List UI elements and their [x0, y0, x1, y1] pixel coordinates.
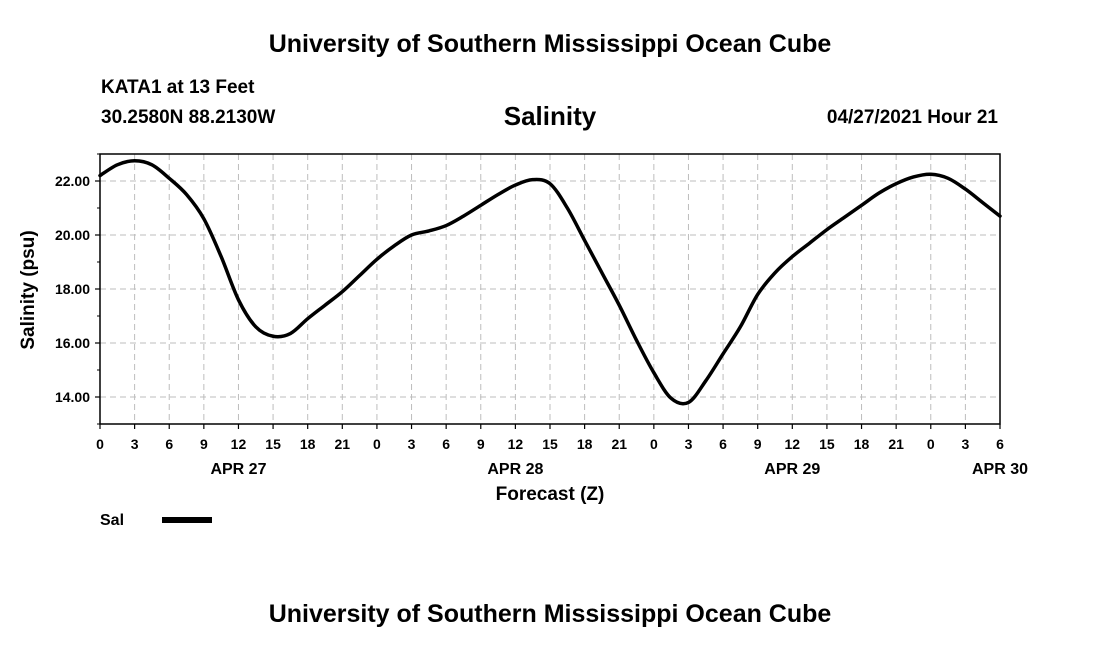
x-tick-label: 9	[754, 436, 762, 452]
plot-frame	[99, 153, 1001, 425]
date-labels: APR 27 APR 28 APR 29 APR 30	[210, 461, 1028, 478]
x-tick-label: 3	[685, 436, 693, 452]
axis-ticks	[95, 153, 1001, 429]
x-tick-label: 3	[408, 436, 416, 452]
x-tick-label: 3	[961, 436, 969, 452]
page-title: University of Southern Mississippi Ocean…	[268, 30, 832, 58]
y-tick-label: 18.00	[55, 281, 90, 297]
y-tick-label: 22.00	[55, 173, 90, 189]
date-label: APR 28	[487, 461, 543, 478]
x-tick-label: 0	[650, 436, 658, 452]
x-tick-label: 3	[131, 436, 139, 452]
x-tick-label: 9	[200, 436, 208, 452]
x-tick-label: 21	[888, 436, 904, 452]
x-tick-label: 6	[165, 436, 173, 452]
x-tick-label: 0	[96, 436, 104, 452]
x-tick-label: 21	[335, 436, 351, 452]
x-tick-label: 18	[577, 436, 593, 452]
x-tick-label: 15	[265, 436, 281, 452]
x-tick-label: 18	[854, 436, 870, 452]
x-tick-label: 18	[300, 436, 316, 452]
x-tick-labels: 0 3 6 9 12 15 18 21 0 3 6 9 12 15 18 21 0 3 6 9 12 15 18 21 0 3 6	[96, 436, 1004, 452]
grid-lines	[99, 154, 1001, 424]
forecast-timestamp: 04/27/2021 Hour 21	[826, 107, 998, 128]
y-tick-label: 14.00	[55, 389, 90, 405]
x-tick-label: 6	[996, 436, 1004, 452]
x-tick-label: 15	[819, 436, 835, 452]
series-layer	[98, 159, 1002, 406]
x-tick-label: 15	[542, 436, 558, 452]
x-tick-label: 9	[477, 436, 485, 452]
x-tick-label: 21	[611, 436, 627, 452]
date-label: APR 27	[210, 461, 266, 478]
legend-entry-label: Sal	[100, 512, 124, 529]
y-axis-label: Salinity (psu)	[18, 230, 39, 349]
y-tick-label: 20.00	[55, 227, 90, 243]
x-tick-label: 12	[231, 436, 247, 452]
station-label: KATA1 at 13 Feet	[101, 77, 255, 98]
station-coordinates: 30.2580N 88.2130W	[101, 107, 276, 128]
chart-title: Salinity	[503, 101, 597, 131]
x-tick-label: 12	[508, 436, 524, 452]
x-tick-label: 12	[785, 436, 801, 452]
x-tick-label: 6	[719, 436, 727, 452]
x-tick-label: 0	[927, 436, 935, 452]
date-label: APR 29	[764, 461, 820, 478]
footer-title: University of Southern Mississippi Ocean…	[268, 600, 832, 628]
x-tick-label: 6	[442, 436, 450, 452]
x-axis-label: Forecast (Z)	[496, 484, 605, 505]
x-tick-label: 0	[373, 436, 381, 452]
y-tick-labels: 14.00 16.00 18.00 20.00 22.00	[55, 173, 90, 405]
y-tick-label: 16.00	[55, 335, 90, 351]
date-label: APR 30	[972, 461, 1028, 478]
series-line-sal	[98, 159, 1002, 406]
